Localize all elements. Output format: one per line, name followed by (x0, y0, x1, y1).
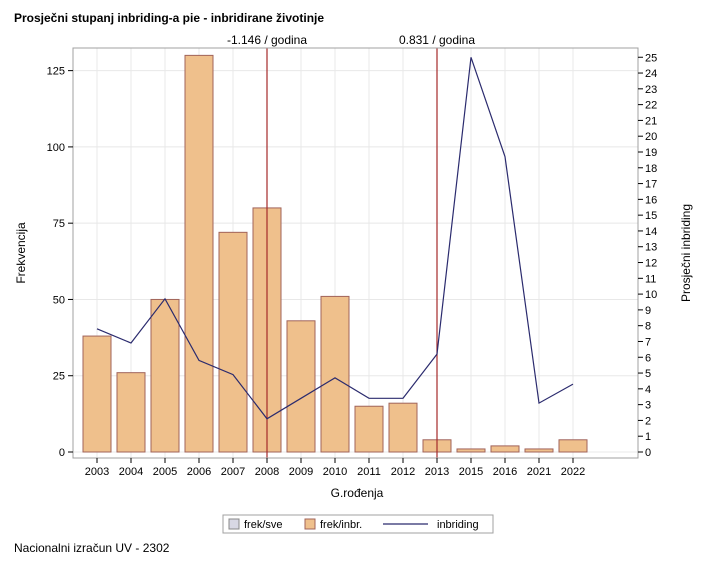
bar-2009 (286, 320, 316, 453)
y2-tick-label: 16 (645, 194, 657, 206)
y2-tick-label: 3 (645, 400, 651, 412)
y-tick-label: 50 (53, 294, 65, 306)
chart-title: Prosječni stupanj inbriding-a pie - inbr… (14, 11, 325, 25)
y2-tick-label: 13 (645, 242, 657, 254)
y2-tick-label: 5 (645, 368, 651, 380)
inbriding-line-group (96, 57, 574, 420)
plot-border (72, 47, 639, 459)
reference-label-2013: 0.831 / godina (399, 33, 475, 47)
bar-2021 (524, 448, 554, 453)
y2-axis-title: Prosječni inbriding (679, 204, 693, 302)
reference-lines: -1.146 / godina 0.831 / godina (227, 33, 475, 458)
y2-tick-label: 14 (645, 226, 657, 238)
y2-tick-label: 9 (645, 305, 651, 317)
inbriding-line (96, 57, 574, 420)
x-tick-label-2022: 2022 (561, 466, 585, 478)
axes: 0255075100125012345678910111213141516171… (47, 47, 657, 478)
bar-2015 (456, 448, 486, 453)
bar-2016 (490, 445, 520, 453)
x-tick-label-2021: 2021 (527, 466, 551, 478)
y2-tick-label: 6 (645, 352, 651, 364)
bar-2006 (184, 54, 214, 453)
x-tick-label-2004: 2004 (119, 466, 143, 478)
legend-frame (222, 514, 494, 534)
x-tick-label-2012: 2012 (391, 466, 415, 478)
footer-note: Nacionalni izračun UV - 2302 (14, 541, 170, 555)
y2-tick-label: 7 (645, 336, 651, 348)
legend-swatch-frek-sve (228, 518, 240, 530)
x-tick-label-2009: 2009 (289, 466, 313, 478)
y2-tick-label: 24 (645, 68, 657, 80)
y2-tick-label: 4 (645, 384, 651, 396)
legend: frek/sve frek/inbr. inbriding (222, 514, 494, 534)
legend-label-frek-sve: frek/sve (244, 519, 283, 531)
y2-tick-label: 15 (645, 210, 657, 222)
y2-tick-label: 22 (645, 100, 657, 112)
y2-tick-label: 12 (645, 258, 657, 270)
x-tick-label-2015: 2015 (459, 466, 483, 478)
y2-tick-label: 17 (645, 179, 657, 191)
y2-tick-label: 20 (645, 131, 657, 143)
x-axis-title: G.rođenja (331, 486, 384, 500)
legend-label-inbriding: inbriding (437, 519, 479, 531)
y2-tick-label: 18 (645, 163, 657, 175)
bar-2012 (388, 402, 418, 453)
y2-tick-label: 1 (645, 431, 651, 443)
bar-2003 (82, 335, 112, 453)
bar-2005 (150, 298, 180, 453)
y-axis-title: Frekvencija (14, 222, 28, 284)
reference-label-2008: -1.146 / godina (227, 33, 307, 47)
x-tick-label-2003: 2003 (85, 466, 109, 478)
y2-tick-label: 19 (645, 147, 657, 159)
y2-tick-label: 10 (645, 289, 657, 301)
y-tick-label: 25 (53, 371, 65, 383)
y-tick-label: 75 (53, 218, 65, 230)
x-tick-label-2011: 2011 (357, 466, 381, 478)
y2-tick-label: 8 (645, 321, 651, 333)
x-tick-label-2010: 2010 (323, 466, 347, 478)
y2-tick-label: 21 (645, 115, 657, 127)
x-tick-label-2005: 2005 (153, 466, 177, 478)
y2-tick-label: 0 (645, 447, 651, 459)
legend-label-frek-inbr: frek/inbr. (320, 519, 362, 531)
x-tick-label-2013: 2013 (425, 466, 449, 478)
y2-tick-label: 11 (645, 273, 656, 285)
bar-2022 (558, 439, 588, 453)
x-tick-label-2006: 2006 (187, 466, 211, 478)
y-tick-label: 125 (47, 66, 65, 78)
y2-tick-label: 25 (645, 52, 657, 64)
bars (82, 54, 588, 453)
legend-swatch-frek-inbr (304, 518, 316, 530)
bar-2007 (218, 231, 248, 453)
x-tick-label-2016: 2016 (493, 466, 517, 478)
bar-2011 (354, 405, 384, 453)
x-tick-label-2008: 2008 (255, 466, 279, 478)
y-tick-label: 0 (59, 447, 65, 459)
x-tick-label-2007: 2007 (221, 466, 245, 478)
y-tick-label: 100 (47, 142, 65, 154)
y2-tick-label: 23 (645, 84, 657, 96)
y2-tick-label: 2 (645, 415, 651, 427)
bar-2010 (320, 295, 350, 453)
bar-2004 (116, 372, 146, 453)
